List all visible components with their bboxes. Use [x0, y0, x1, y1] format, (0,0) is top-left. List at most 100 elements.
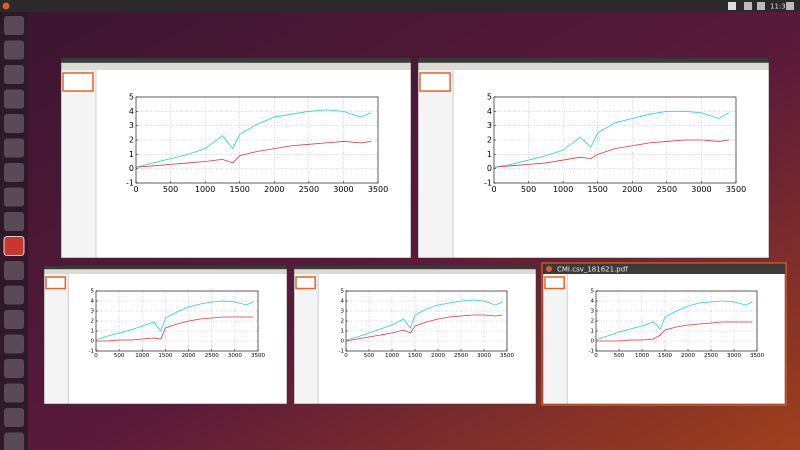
y-tick-label: 3: [341, 309, 345, 315]
document-area: [543, 274, 785, 404]
launcher-icon[interactable]: [4, 359, 24, 378]
series-line: [595, 300, 753, 341]
launcher-icon[interactable]: [4, 138, 24, 158]
launcher-icon[interactable]: [4, 114, 24, 133]
y-tick-label: -1: [89, 349, 94, 355]
x-tick-label: 3500: [726, 185, 746, 194]
x-tick-label: 500: [521, 185, 536, 194]
launcher-icon[interactable]: [4, 310, 24, 329]
launcher-icon[interactable]: [4, 432, 24, 450]
close-button[interactable]: [2, 2, 10, 10]
series-line: [493, 139, 730, 168]
y-tick-label: -1: [589, 349, 594, 355]
y-tick-label: 3: [591, 309, 595, 315]
window-border: [43, 265, 288, 405]
window-border: [293, 265, 537, 405]
x-tick-label: 3000: [691, 185, 711, 194]
y-tick-label: 0: [341, 339, 345, 345]
x-tick-label: 2500: [657, 185, 677, 194]
close-button[interactable]: [546, 266, 552, 272]
series-line: [493, 110, 730, 168]
window-border: [60, 57, 412, 259]
y-tick-label: 4: [341, 299, 345, 305]
toolbar-dark: [44, 266, 287, 270]
x-tick-label: 3000: [333, 185, 353, 194]
y-tick-label: 2: [341, 319, 345, 325]
x-tick-label: 1000: [553, 185, 573, 194]
thumbnail[interactable]: [544, 276, 565, 290]
x-tick-label: 1500: [408, 353, 422, 359]
x-tick-label: 0: [94, 353, 98, 359]
document-area: [61, 70, 411, 258]
x-tick-label: 3500: [368, 185, 388, 194]
x-tick-label: 2000: [681, 353, 695, 359]
tray-icon[interactable]: [744, 2, 752, 10]
y-tick-label: 1: [129, 150, 134, 159]
y-tick-label: 3: [129, 121, 134, 130]
series-line: [135, 141, 372, 168]
series-line: [345, 299, 503, 341]
launcher-icons: [3, 16, 25, 450]
launcher-icon[interactable]: [4, 261, 24, 280]
thumbnail[interactable]: [62, 72, 94, 92]
launcher-icon[interactable]: [4, 65, 24, 84]
y-tick-label: 0: [91, 339, 95, 345]
launcher-icon[interactable]: [4, 285, 24, 305]
y-tick-label: -1: [126, 179, 134, 188]
y-tick-label: 5: [487, 93, 492, 102]
launcher-icon[interactable]: [4, 408, 24, 427]
launcher-icon[interactable]: [3, 236, 25, 256]
x-tick-label: 500: [614, 353, 625, 359]
x-tick-label: 1000: [385, 353, 399, 359]
launcher-icon[interactable]: [4, 334, 24, 354]
thumbnail[interactable]: [419, 72, 451, 92]
x-tick-label: 2000: [431, 353, 445, 359]
y-tick-label: 1: [591, 329, 595, 335]
x-tick-label: 1000: [135, 353, 149, 359]
x-tick-label: 3500: [500, 353, 514, 359]
launcher-icon[interactable]: [4, 163, 24, 182]
x-tick-label: 500: [364, 353, 375, 359]
launcher-icon[interactable]: [4, 16, 24, 35]
y-tick-label: 4: [487, 107, 492, 116]
x-tick-label: 3000: [477, 353, 491, 359]
sidebar: [44, 274, 69, 404]
plot-frame: [95, 290, 259, 352]
thumbnail[interactable]: [45, 276, 67, 290]
toolbar-dark: [294, 266, 536, 270]
x-tick-label: 0: [133, 185, 138, 194]
launcher-icon[interactable]: [4, 383, 24, 403]
tray-icon[interactable]: [786, 2, 794, 10]
series-line: [345, 314, 503, 342]
y-tick-label: -1: [339, 349, 344, 355]
sidebar: [543, 274, 568, 404]
x-tick-label: 0: [344, 353, 348, 359]
x-tick-label: 2500: [454, 353, 468, 359]
tray-icon[interactable]: [728, 2, 736, 10]
series-line: [596, 321, 753, 342]
y-tick-label: 5: [91, 289, 95, 295]
tray-icon[interactable]: [757, 2, 765, 10]
x-tick-label: 1500: [658, 353, 672, 359]
sidebar: [61, 70, 96, 258]
thumbnail[interactable]: [295, 276, 316, 290]
window-border: [542, 263, 786, 405]
launcher-icon[interactable]: [4, 40, 24, 60]
series-line: [96, 316, 254, 342]
y-tick-label: 5: [341, 289, 345, 295]
launcher-icon[interactable]: [4, 212, 24, 231]
y-tick-label: 0: [591, 339, 595, 345]
launcher-icon[interactable]: [4, 89, 24, 109]
launcher-icon[interactable]: [4, 187, 24, 207]
y-tick-label: 1: [487, 150, 492, 159]
title-bar: [543, 264, 785, 274]
y-tick-label: 1: [91, 329, 95, 335]
y-tick-label: 0: [129, 164, 134, 173]
